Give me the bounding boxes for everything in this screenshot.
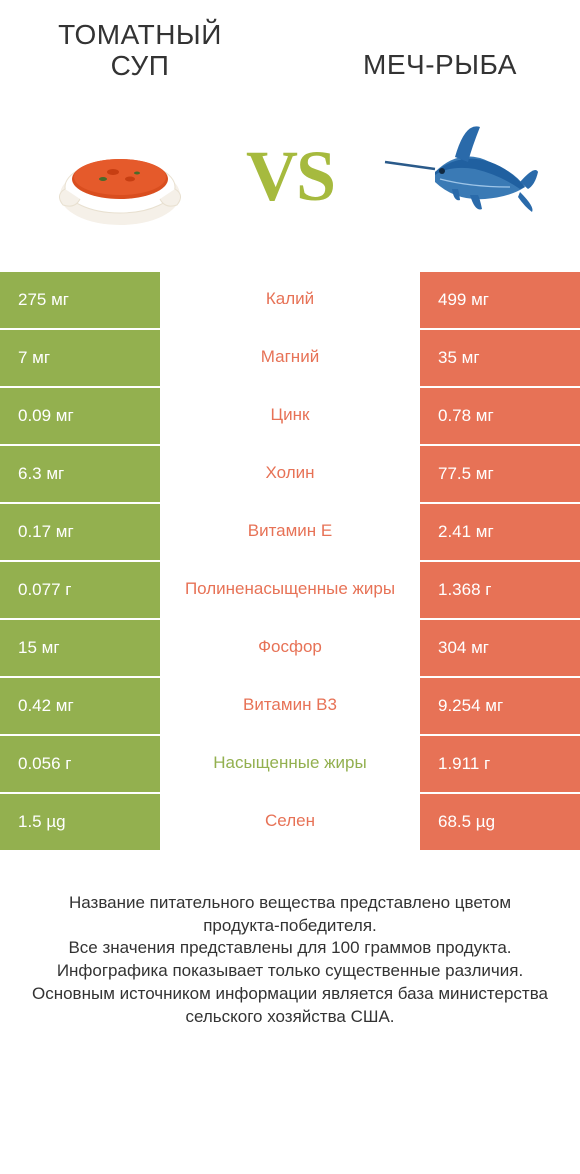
left-title: Томатный суп — [40, 20, 240, 82]
table-row: 275 мгКалий499 мг — [0, 272, 580, 330]
table-row: 0.17 мгВитамин E2.41 мг — [0, 504, 580, 562]
footer-text: Название питательного вещества представл… — [0, 852, 580, 1050]
right-title: Меч-рыба — [340, 20, 540, 81]
table-row: 6.3 мгХолин77.5 мг — [0, 446, 580, 504]
header: Томатный суп Меч-рыба — [0, 0, 580, 92]
value-right: 35 мг — [420, 330, 580, 386]
value-right: 1.368 г — [420, 562, 580, 618]
value-left: 15 мг — [0, 620, 160, 676]
value-left: 1.5 µg — [0, 794, 160, 850]
table-row: 1.5 µgСелен68.5 µg — [0, 794, 580, 852]
table-row: 0.077 гПолиненасыщенные жиры1.368 г — [0, 562, 580, 620]
value-right: 0.78 мг — [420, 388, 580, 444]
table-row: 0.056 гНасыщенные жиры1.911 г — [0, 736, 580, 794]
value-right: 9.254 мг — [420, 678, 580, 734]
value-right: 68.5 µg — [420, 794, 580, 850]
footer-line: Название питательного вещества представл… — [30, 892, 550, 938]
value-left: 7 мг — [0, 330, 160, 386]
value-left: 0.09 мг — [0, 388, 160, 444]
swordfish-icon — [380, 107, 540, 247]
value-left: 6.3 мг — [0, 446, 160, 502]
nutrient-label: Магний — [160, 330, 420, 386]
soup-icon — [40, 107, 200, 247]
value-left: 275 мг — [0, 272, 160, 328]
value-right: 499 мг — [420, 272, 580, 328]
nutrient-label: Цинк — [160, 388, 420, 444]
value-left: 0.17 мг — [0, 504, 160, 560]
value-right: 304 мг — [420, 620, 580, 676]
nutrition-table: 275 мгКалий499 мг7 мгМагний35 мг0.09 мгЦ… — [0, 272, 580, 852]
nutrient-label: Насыщенные жиры — [160, 736, 420, 792]
value-right: 1.911 г — [420, 736, 580, 792]
value-right: 2.41 мг — [420, 504, 580, 560]
nutrient-label: Витамин B3 — [160, 678, 420, 734]
nutrient-label: Калий — [160, 272, 420, 328]
footer-line: Все значения представлены для 100 граммо… — [30, 937, 550, 960]
value-left: 0.42 мг — [0, 678, 160, 734]
vs-label: VS — [246, 135, 334, 218]
table-row: 7 мгМагний35 мг — [0, 330, 580, 388]
table-row: 0.09 мгЦинк0.78 мг — [0, 388, 580, 446]
images-row: VS — [0, 92, 580, 272]
nutrient-label: Витамин E — [160, 504, 420, 560]
nutrient-label: Селен — [160, 794, 420, 850]
value-left: 0.056 г — [0, 736, 160, 792]
nutrient-label: Холин — [160, 446, 420, 502]
value-right: 77.5 мг — [420, 446, 580, 502]
table-row: 0.42 мгВитамин B39.254 мг — [0, 678, 580, 736]
nutrient-label: Фосфор — [160, 620, 420, 676]
footer-line: Инфографика показывает только существенн… — [30, 960, 550, 983]
footer-line: Основным источником информации является … — [30, 983, 550, 1029]
nutrient-label: Полиненасыщенные жиры — [160, 562, 420, 618]
table-row: 15 мгФосфор304 мг — [0, 620, 580, 678]
value-left: 0.077 г — [0, 562, 160, 618]
